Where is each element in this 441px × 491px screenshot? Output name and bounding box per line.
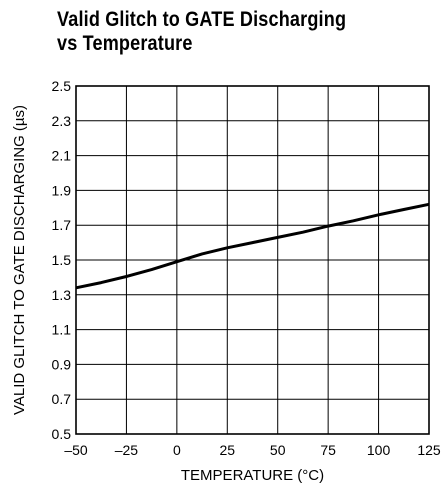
- y-tick-label: 0.7: [52, 391, 72, 407]
- y-tick-label: 1.1: [52, 322, 72, 338]
- x-tick-label: 75: [320, 442, 336, 458]
- y-tick-label: 2.1: [52, 148, 72, 164]
- plot-frame: [75, 85, 430, 435]
- x-tick-label: 100: [367, 442, 391, 458]
- chart-title-line1: Valid Glitch to GATE Discharging: [57, 8, 347, 31]
- x-tick-label: 50: [270, 442, 286, 458]
- y-tick-label: 1.9: [52, 182, 72, 198]
- x-tick-label: –25: [115, 442, 139, 458]
- y-tick-label: 1.3: [52, 287, 72, 303]
- x-axis-label: TEMPERATURE (°C): [181, 467, 324, 484]
- y-tick-label: 2.3: [52, 113, 72, 129]
- x-tick-label: –50: [64, 442, 88, 458]
- y-tick-label: 0.9: [52, 356, 72, 372]
- chart-title-line2: vs Temperature: [57, 32, 193, 55]
- y-tick-label: 1.7: [52, 217, 72, 233]
- x-tick-labels: –50 –25 0 25 50 75 100 125: [64, 442, 441, 458]
- y-tick-labels: 0.5 0.7 0.9 1.1 1.3 1.5 1.7 1.9 2.1 2.3 2.5: [52, 78, 72, 442]
- grid: [76, 86, 429, 434]
- x-tick-label: 25: [219, 442, 235, 458]
- y-tick-label: 0.5: [52, 426, 72, 442]
- chart-title: Valid Glitch to GATE Discharging vs Temp…: [57, 8, 384, 56]
- x-tick-label: 125: [417, 442, 441, 458]
- series-line: [75, 202, 430, 290]
- x-tick-label: 0: [173, 442, 181, 458]
- series-layer: [75, 202, 430, 290]
- y-axis-label: VALID GLITCH TO GATE DISCHARGING (µs): [11, 105, 28, 415]
- y-tick-label: 2.5: [52, 78, 72, 94]
- y-tick-label: 1.5: [52, 252, 72, 268]
